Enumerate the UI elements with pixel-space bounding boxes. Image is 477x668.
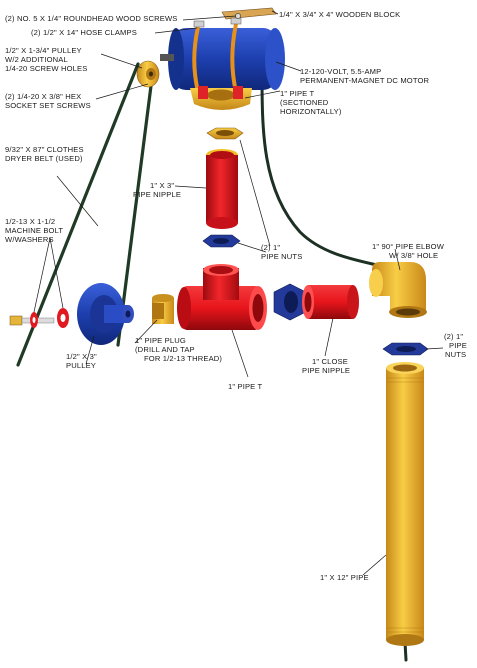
hose-clamps xyxy=(192,17,242,93)
pipe-nut-right xyxy=(382,342,429,356)
label-set-screws: (2) 1/4-20 X 3/8" HEX SOCKET SET SCREWS xyxy=(5,92,91,110)
machine-bolt xyxy=(9,315,55,326)
dryer-belt xyxy=(16,62,154,367)
hex-nut-top xyxy=(206,127,244,140)
pipe-t-red xyxy=(177,264,267,330)
label-pipe-nuts-top: (2) 1" PIPE NUTS xyxy=(261,243,302,261)
leader-lines xyxy=(33,10,444,576)
label-wood-screws: (2) NO. 5 X 1/4" ROUNDHEAD WOOD SCREWS xyxy=(5,14,178,23)
label-pipe-12: 1" X 12" PIPE xyxy=(320,573,369,582)
label-hose-clamps: (2) 1/2" X 14" HOSE CLAMPS xyxy=(31,28,137,37)
label-dryer-belt: 9/32" X 87" CLOTHES DRYER BELT (USED) xyxy=(5,145,86,163)
label-pipe-nuts-right: (2) 1" PIPE NUTS xyxy=(444,332,469,359)
label-pipe-nipple: 1" X 3" PIPE NIPPLE xyxy=(133,181,181,199)
pipe-nipple-3in xyxy=(206,149,238,229)
hex-nut-navy-mid xyxy=(273,283,307,321)
pipe-12in xyxy=(386,362,424,646)
label-dc-motor: 12-120-VOLT, 5.5-AMP PERMANENT-MAGNET DC… xyxy=(300,67,430,85)
sectioned-pipe-t xyxy=(190,86,252,110)
pipe-nut-navy xyxy=(202,234,241,248)
pipe-elbow-90 xyxy=(369,262,427,318)
wooden-block xyxy=(221,7,277,20)
wood-screw-icon xyxy=(235,13,241,19)
label-close-nipple: 1" CLOSE PIPE NIPPLE xyxy=(302,357,350,375)
washers xyxy=(30,308,69,328)
power-cord xyxy=(260,68,402,274)
label-large-pulley: 1/2" X 3" PULLEY xyxy=(66,352,99,370)
pipe-plug xyxy=(152,294,174,324)
label-wooden-block: 1/4" X 3/4" X 4" WOODEN BLOCK xyxy=(279,10,400,19)
large-pulley xyxy=(77,283,134,345)
label-small-pulley: 1/2" X 1-3/4" PULLEY W/2 ADDITIONAL 1/4-… xyxy=(5,46,87,73)
close-pipe-nipple xyxy=(302,285,359,319)
small-pulley xyxy=(136,60,160,88)
label-pipe-plug: 1" PIPE PLUG (DRILL AND TAP FOR 1/2-13 T… xyxy=(135,336,222,363)
label-pipe-t: 1" PIPE T xyxy=(228,382,263,391)
label-machine-bolt: 1/2-13 X 1-1/2 MACHINE BOLT W/WASHERS xyxy=(5,217,65,244)
label-pipe-elbow: 1" 90° PIPE ELBOW W/ 3/8" HOLE xyxy=(372,242,446,260)
label-sectioned-pipe-t: 1" PIPE T (SECTIONED HORIZONTALLY) xyxy=(280,89,342,116)
dc-motor xyxy=(160,28,285,90)
